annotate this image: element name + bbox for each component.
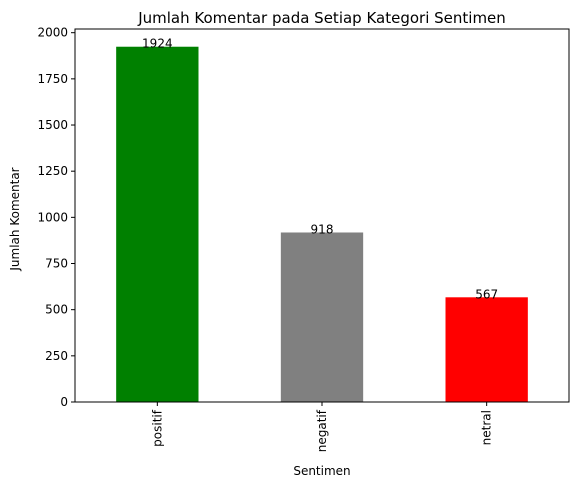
- y-tick-label: 500: [45, 303, 68, 317]
- y-tick-label: 1250: [37, 164, 68, 178]
- y-tick-label: 2000: [37, 26, 68, 40]
- x-tick-label-positif: positif: [150, 409, 164, 447]
- plot-frame: [74, 28, 570, 403]
- y-tick-label: 750: [45, 257, 68, 271]
- data-label-negatif: 918: [311, 222, 334, 236]
- x-axis-label: Sentimen: [293, 464, 350, 478]
- plot-area: 0 250 500 750 1000 1250 1500 1750 2000 1924 positi…: [37, 26, 528, 452]
- y-tick-label: 250: [45, 349, 68, 363]
- bar-positif: [116, 46, 199, 402]
- y-axis-label: Jumlah Komentar: [8, 167, 22, 271]
- data-label-positif: 1924: [142, 37, 173, 51]
- data-label-netral: 567: [475, 287, 498, 301]
- y-tick-label: 0: [60, 395, 68, 409]
- y-tick-label: 1000: [37, 210, 68, 224]
- chart-title: Jumlah Komentar pada Setiap Kategori Sen…: [137, 9, 506, 27]
- x-tick-label-negatif: negatif: [315, 409, 329, 452]
- bar-negatif: [280, 232, 364, 402]
- bar-netral: [445, 297, 528, 402]
- x-tick-label-netral: netral: [480, 410, 494, 445]
- y-tick-label: 1750: [37, 72, 68, 86]
- y-tick-label: 1500: [37, 118, 68, 132]
